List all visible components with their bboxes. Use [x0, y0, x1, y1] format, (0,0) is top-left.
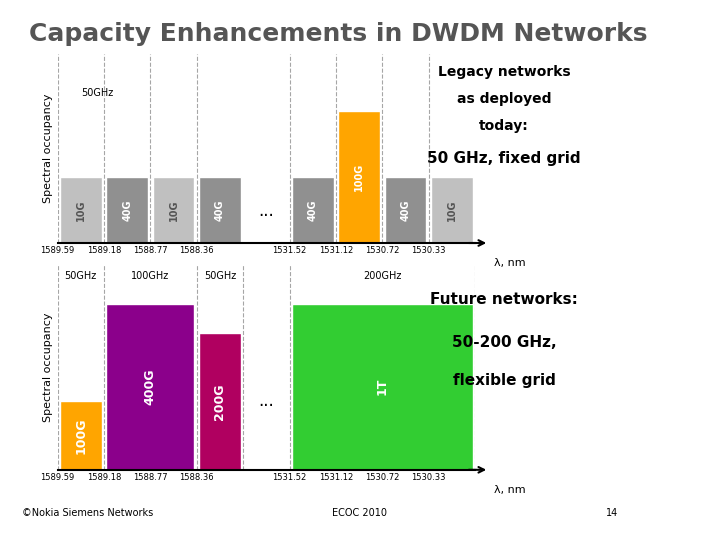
Text: 40G: 40G — [400, 199, 410, 221]
Text: 50GHz: 50GHz — [81, 87, 113, 98]
Text: 200G: 200G — [214, 383, 227, 420]
FancyBboxPatch shape — [199, 177, 241, 243]
Text: 100G: 100G — [74, 417, 87, 454]
Text: ...: ... — [258, 393, 274, 410]
Y-axis label: Spectral occupancy: Spectral occupancy — [43, 94, 53, 203]
FancyBboxPatch shape — [431, 177, 473, 243]
FancyBboxPatch shape — [292, 303, 473, 470]
FancyBboxPatch shape — [384, 177, 426, 243]
Text: 50GHz: 50GHz — [204, 271, 236, 281]
Text: today:: today: — [479, 119, 529, 133]
FancyBboxPatch shape — [292, 177, 333, 243]
Text: 100GHz: 100GHz — [131, 271, 169, 281]
FancyBboxPatch shape — [338, 111, 380, 243]
Text: 1T: 1T — [376, 378, 389, 395]
Text: 50-200 GHz,: 50-200 GHz, — [451, 335, 557, 350]
Text: 50 GHz, fixed grid: 50 GHz, fixed grid — [427, 151, 581, 166]
FancyBboxPatch shape — [153, 177, 194, 243]
Text: ECOC 2010: ECOC 2010 — [333, 508, 387, 518]
FancyBboxPatch shape — [60, 401, 102, 470]
Text: 10G: 10G — [76, 199, 86, 221]
Text: ...: ... — [258, 202, 274, 220]
Text: 14: 14 — [606, 508, 618, 518]
Text: 10G: 10G — [168, 199, 179, 221]
Text: λ, nm: λ, nm — [494, 485, 526, 495]
Text: 100G: 100G — [354, 163, 364, 191]
Text: 40G: 40G — [307, 199, 318, 221]
FancyBboxPatch shape — [60, 177, 102, 243]
FancyBboxPatch shape — [107, 177, 148, 243]
Text: 200GHz: 200GHz — [363, 271, 402, 281]
FancyBboxPatch shape — [107, 303, 194, 470]
Text: Capacity Enhancements in DWDM Networks: Capacity Enhancements in DWDM Networks — [29, 22, 647, 45]
Text: 40G: 40G — [122, 199, 132, 221]
Text: 40G: 40G — [215, 199, 225, 221]
FancyBboxPatch shape — [199, 333, 241, 470]
Text: 400G: 400G — [144, 368, 157, 405]
Y-axis label: Spectral occupancy: Spectral occupancy — [43, 313, 53, 422]
Text: ©Nokia Siemens Networks: ©Nokia Siemens Networks — [22, 508, 153, 518]
Text: 50GHz: 50GHz — [65, 271, 97, 281]
Text: λ, nm: λ, nm — [494, 258, 526, 268]
Text: as deployed: as deployed — [456, 92, 552, 106]
Text: Future networks:: Future networks: — [430, 292, 578, 307]
Text: 10G: 10G — [447, 199, 457, 221]
Text: flexible grid: flexible grid — [453, 373, 555, 388]
Text: Legacy networks: Legacy networks — [438, 65, 570, 79]
